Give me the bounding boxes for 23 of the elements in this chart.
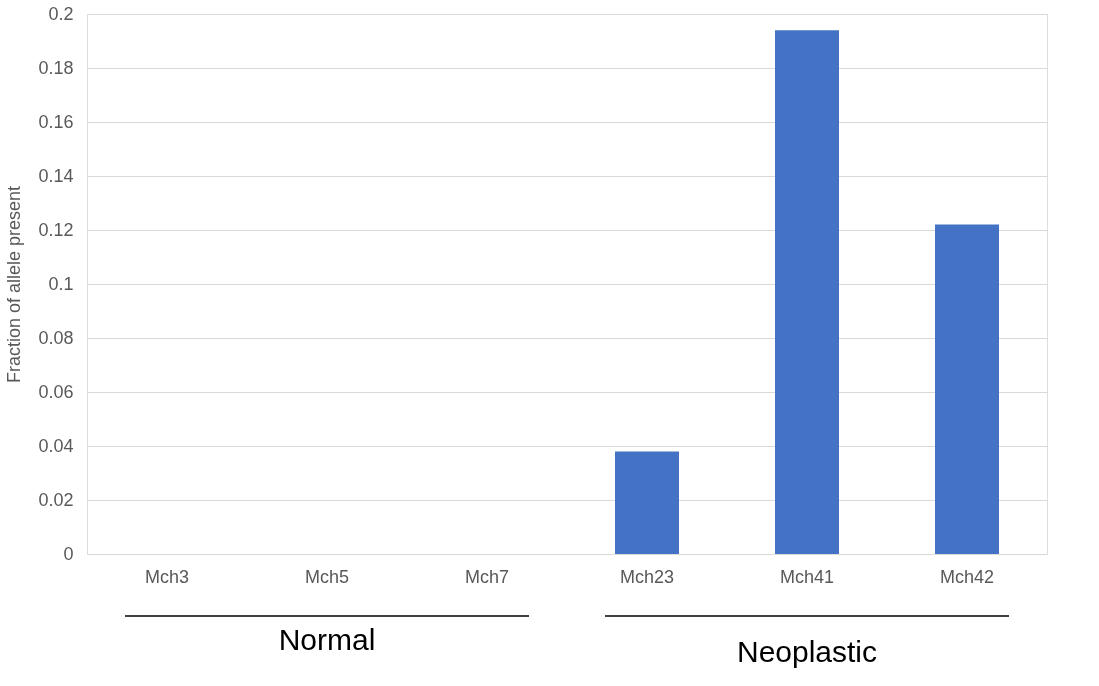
text: Normal [278, 623, 376, 656]
bar [775, 30, 839, 554]
x-tick-label: Mch3 [144, 566, 190, 587]
y-tick-label: 0.12 [38, 219, 74, 240]
y-tick-label: 0.16 [38, 111, 74, 132]
y-tick-label: 0.18 [38, 57, 74, 78]
y-tick-label: 0.06 [38, 381, 74, 402]
y-tick-label: 0.08 [38, 327, 74, 348]
x-tick-label: Mch5 [304, 566, 350, 587]
y-tick-label: 0.04 [38, 435, 74, 456]
y-tick-label: 0.2 [48, 3, 74, 24]
bar [935, 224, 999, 554]
y-tick-label: 0.02 [38, 489, 74, 510]
y-axis-title: Fraction of allele present [4, 185, 25, 384]
x-tick-label: Mch42 [939, 566, 995, 587]
x-tick-label: Mch7 [464, 566, 510, 587]
y-tick-label: 0.14 [38, 165, 74, 186]
x-tick-label: Mch23 [619, 566, 675, 587]
y-tick-label: 0 [63, 543, 74, 564]
text: Neoplastic [736, 635, 878, 668]
bar [615, 451, 679, 554]
x-tick-label: Mch41 [779, 566, 835, 587]
y-tick-label: 0.1 [48, 273, 74, 294]
